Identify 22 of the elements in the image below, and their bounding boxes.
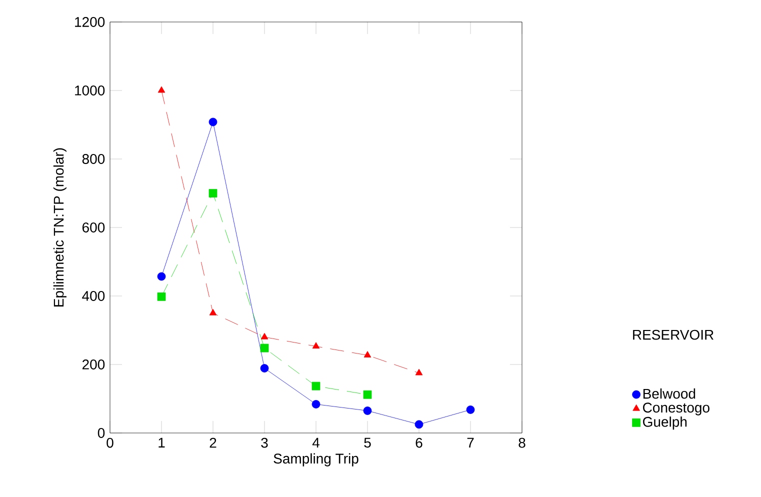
x-tick-label: 3 xyxy=(261,438,268,448)
y-tick-label: 200 xyxy=(82,360,105,370)
x-tick-label: 1 xyxy=(158,438,165,448)
x-tick-label: 4 xyxy=(312,438,320,448)
x-tick-label: 6 xyxy=(416,438,422,448)
x-tick-label: 5 xyxy=(364,438,371,448)
y-tick-label: 800 xyxy=(82,154,105,164)
x-tick-label: 7 xyxy=(467,438,474,448)
x-tick-label: 0 xyxy=(106,438,114,448)
y-axis-title: Epilimnetic TN:TP (molar) xyxy=(53,148,66,306)
legend-label: Guelph xyxy=(643,416,687,430)
x-tick-label: 8 xyxy=(518,438,526,448)
x-axis-title: Sampling Trip xyxy=(274,453,358,466)
x-tick-label: 2 xyxy=(210,438,216,448)
y-tick-label: 1000 xyxy=(75,86,105,96)
y-tick-label: 1200 xyxy=(75,17,105,27)
y-tick-label: 600 xyxy=(82,222,105,232)
y-tick-label: 400 xyxy=(82,291,105,301)
y-tick-label: 0 xyxy=(98,428,105,438)
legend-title: RESERVOIR xyxy=(633,330,714,340)
legend-label: Conestogo xyxy=(643,402,710,416)
legend-label: Belwood xyxy=(643,388,696,399)
